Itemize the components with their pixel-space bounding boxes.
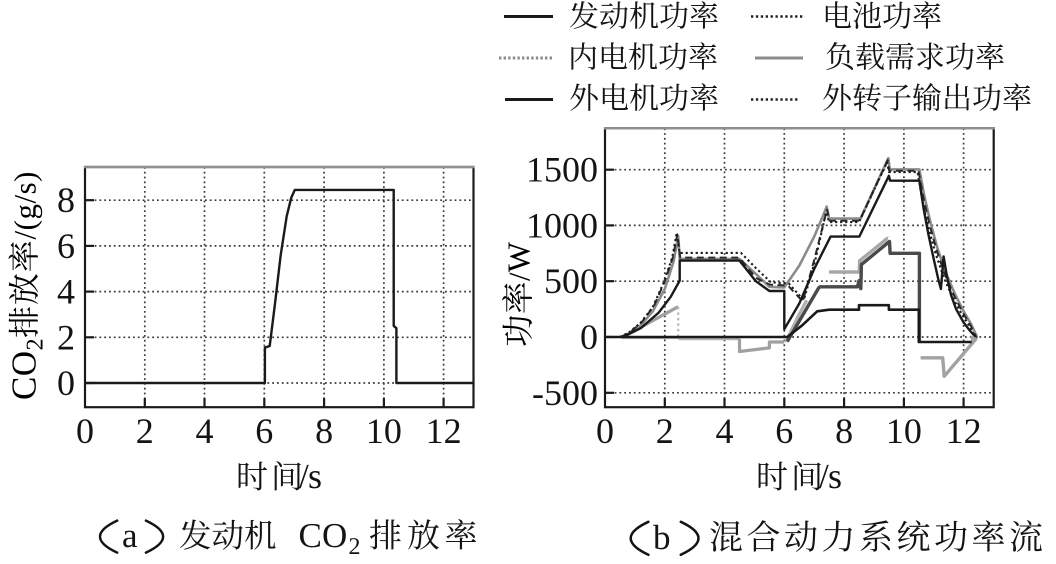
svg-text:4: 4: [196, 411, 214, 451]
svg-text:4: 4: [716, 411, 734, 451]
svg-text:1500: 1500: [526, 150, 598, 190]
svg-text:10: 10: [366, 411, 402, 451]
svg-text:0: 0: [580, 317, 598, 357]
svg-text:12: 12: [426, 411, 462, 451]
svg-text:10: 10: [886, 411, 922, 451]
svg-text:0: 0: [596, 411, 614, 451]
svg-text:6: 6: [775, 411, 793, 451]
svg-text:2: 2: [57, 317, 75, 357]
svg-text:4: 4: [57, 272, 75, 312]
svg-text:2: 2: [136, 411, 154, 451]
svg-text:8: 8: [315, 411, 333, 451]
svg-text:6: 6: [255, 411, 273, 451]
svg-text:1000: 1000: [526, 205, 598, 245]
svg-text:6: 6: [57, 226, 75, 266]
svg-text:2: 2: [656, 411, 674, 451]
svg-text:0: 0: [57, 363, 75, 403]
svg-text:8: 8: [57, 180, 75, 220]
svg-text:500: 500: [544, 261, 598, 301]
svg-text:-500: -500: [532, 373, 598, 413]
svg-text:12: 12: [946, 411, 982, 451]
svg-text:8: 8: [835, 411, 853, 451]
svg-text:0: 0: [76, 411, 94, 451]
